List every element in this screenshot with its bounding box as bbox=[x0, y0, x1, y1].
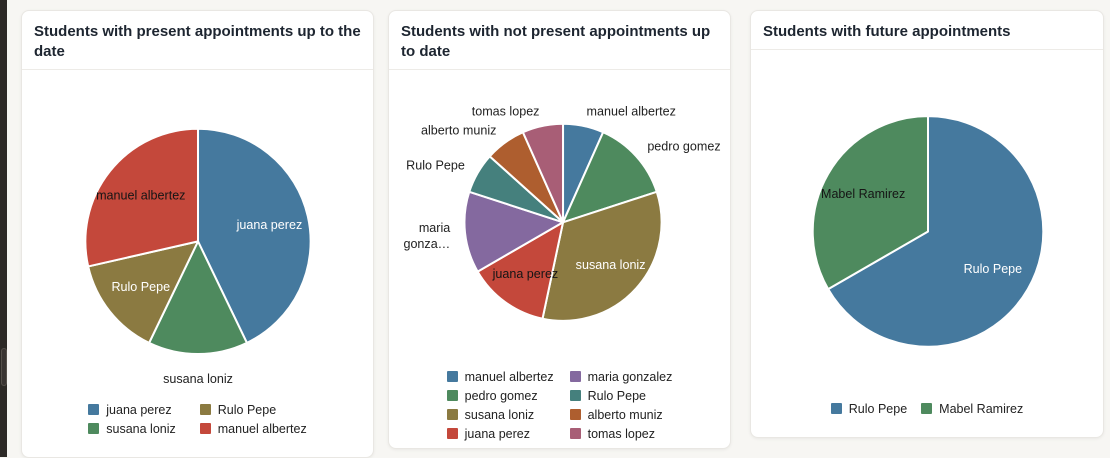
chart-title: Students with future appointments bbox=[763, 23, 1011, 40]
chart-legend: Rulo Pepe Mabel Ramirez bbox=[751, 399, 1103, 418]
chart-region: Rulo Pepe Mabel Ramirez Rulo Pepe Mabel Ra… bbox=[751, 50, 1103, 437]
legend-item-manuel-albertez[interactable]: manuel albertez bbox=[199, 419, 307, 438]
pie-slice-rulo-pepe[interactable] bbox=[827, 115, 1045, 348]
pie-slice-juana-perez[interactable] bbox=[196, 127, 312, 344]
chart-title: Students with present appointments up to… bbox=[34, 23, 361, 60]
collapsed-sidebar[interactable] bbox=[0, 0, 7, 457]
pie-slice-label: alberto muniz bbox=[421, 124, 496, 138]
pie-slice-label: juana perez bbox=[492, 267, 559, 281]
card-header: Students with future appointments bbox=[751, 11, 1103, 50]
chart-title: Students with not present appointments u… bbox=[401, 23, 711, 60]
legend-item-manuel-albertez[interactable]: manuel albertez bbox=[446, 367, 554, 386]
pie-slice-label: tomas lopez bbox=[472, 104, 540, 118]
legend-item-rulo-pepe[interactable]: Rulo Pepe bbox=[569, 386, 673, 405]
legend-swatch-icon bbox=[830, 403, 842, 414]
pie-slice-label: susana loniz bbox=[576, 258, 646, 272]
legend-item-pedro-gomez[interactable]: pedro gomez bbox=[446, 386, 554, 405]
legend-swatch-icon bbox=[446, 409, 458, 420]
legend-item-rulo-pepe[interactable]: Rulo Pepe bbox=[199, 400, 307, 419]
legend-label: pedro gomez bbox=[464, 388, 538, 403]
legend-swatch-icon bbox=[199, 423, 211, 434]
pie-chart: juana perez susana loniz Rulo Pepe manuel a… bbox=[84, 127, 312, 386]
card-future-appointments: Students with future appointments Rulo P… bbox=[750, 10, 1104, 438]
legend-swatch-icon bbox=[446, 428, 458, 439]
legend-label: maria gonzalez bbox=[587, 369, 673, 384]
card-header: Students with present appointments up to… bbox=[22, 11, 373, 70]
pie-slice-pedro-gomez[interactable] bbox=[562, 131, 658, 224]
legend-label: juana perez bbox=[106, 402, 172, 417]
legend-swatch-icon bbox=[569, 428, 581, 439]
legend-label: Rulo Pepe bbox=[848, 401, 908, 416]
pie-slice-susana-loniz[interactable] bbox=[541, 190, 663, 322]
pie-slice-maria-gonzalez[interactable] bbox=[463, 190, 565, 273]
pie-slice-label: Mabel Ramirez bbox=[821, 187, 905, 201]
legend-label: manuel albertez bbox=[464, 369, 554, 384]
legend-label: tomas lopez bbox=[587, 426, 655, 441]
legend-swatch-icon bbox=[446, 390, 458, 401]
legend-swatch-icon bbox=[569, 390, 581, 401]
pie-slice-mabel-ramirez[interactable] bbox=[811, 115, 930, 291]
pie-slice-rulo-pepe[interactable] bbox=[87, 240, 200, 344]
legend-item-susana-loniz[interactable]: susana loniz bbox=[446, 405, 554, 424]
pie-slice-juana-perez[interactable] bbox=[476, 221, 565, 320]
legend-label: juana perez bbox=[464, 426, 530, 441]
legend-item-maria-gonzalez[interactable]: maria gonzalez bbox=[569, 367, 673, 386]
pie-slice-label: Rulo Pepe bbox=[406, 159, 465, 173]
legend-swatch-icon bbox=[88, 423, 100, 434]
legend-item-juana-perez[interactable]: juana perez bbox=[446, 424, 554, 443]
legend-swatch-icon bbox=[569, 371, 581, 382]
chart-legend: manuel albertez pedro gomez susana loniz ju… bbox=[389, 367, 730, 443]
legend-swatch-icon bbox=[199, 404, 211, 415]
pie-slice-label: juana perez bbox=[236, 218, 303, 232]
pie-slice-label: Rulo Pepe bbox=[964, 262, 1022, 276]
legend-item-rulo-pepe[interactable]: Rulo Pepe bbox=[830, 399, 908, 418]
pie-slice-manuel-albertez[interactable] bbox=[84, 127, 200, 268]
legend-label: alberto muniz bbox=[587, 407, 663, 422]
pie-slice-label: pedro gomez bbox=[647, 139, 720, 153]
card-not-present-appointments: Students with not present appointments u… bbox=[388, 10, 731, 449]
pie-slice-label: manuel albertez bbox=[96, 189, 185, 203]
legend-item-mabel-ramirez[interactable]: Mabel Ramirez bbox=[921, 399, 1023, 418]
pie-chart: Rulo Pepe Mabel Ramirez bbox=[811, 115, 1045, 348]
legend-item-juana-perez[interactable]: juana perez bbox=[88, 400, 176, 419]
card-header: Students with not present appointments u… bbox=[389, 11, 730, 70]
pie-slice-label: Rulo Pepe bbox=[111, 280, 170, 294]
card-present-appointments: Students with present appointments up to… bbox=[21, 10, 374, 458]
legend-item-susana-loniz[interactable]: susana loniz bbox=[88, 419, 176, 438]
sidebar-scrollbar-thumb[interactable] bbox=[1, 348, 7, 386]
legend-swatch-icon bbox=[921, 403, 933, 414]
legend-label: Mabel Ramirez bbox=[939, 401, 1024, 416]
legend-item-tomas-lopez[interactable]: tomas lopez bbox=[569, 424, 673, 443]
legend-label: manuel albertez bbox=[217, 421, 307, 436]
legend-swatch-icon bbox=[569, 409, 581, 420]
pie-slice-label: manuel albertez bbox=[587, 104, 676, 118]
chart-legend: juana perez susana loniz Rulo Pepe manuel a… bbox=[22, 400, 373, 438]
pie-slice-label: susana loniz bbox=[163, 372, 233, 386]
legend-swatch-icon bbox=[446, 371, 458, 382]
legend-label: Rulo Pepe bbox=[587, 388, 646, 403]
pie-chart: manuel albertez pedro gomez susana loniz ju… bbox=[403, 104, 721, 322]
chart-region: manuel albertez pedro gomez susana loniz ju… bbox=[389, 70, 730, 448]
legend-label: Rulo Pepe bbox=[217, 402, 277, 417]
chart-region: juana perez susana loniz Rulo Pepe manuel a… bbox=[22, 70, 373, 457]
pie-slice-susana-loniz[interactable] bbox=[148, 240, 248, 356]
legend-label: susana loniz bbox=[464, 407, 535, 422]
pie-slice-tomas-lopez[interactable] bbox=[521, 122, 565, 224]
legend-label: susana loniz bbox=[106, 421, 176, 436]
legend-item-alberto-muniz[interactable]: alberto muniz bbox=[569, 405, 673, 424]
pie-slice-label: maria gonza… bbox=[403, 221, 450, 251]
legend-swatch-icon bbox=[88, 404, 100, 415]
